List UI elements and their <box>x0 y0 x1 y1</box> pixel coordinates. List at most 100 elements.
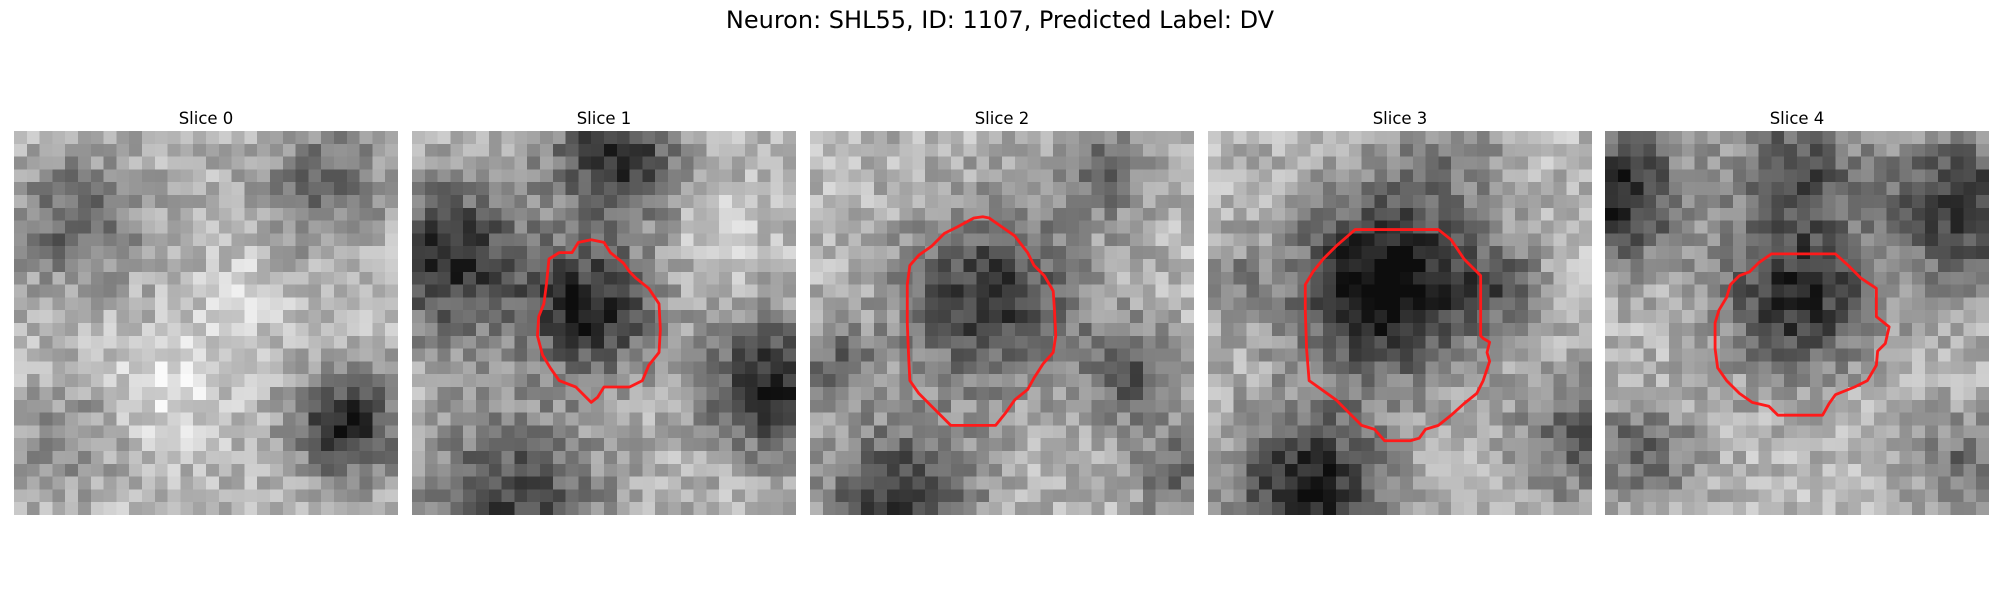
pixel-cell <box>1233 387 1247 401</box>
pixel-cell <box>578 374 592 388</box>
pixel-cell <box>655 476 669 490</box>
pixel-cell <box>488 451 502 465</box>
pixel-cell <box>1027 169 1041 183</box>
pixel-cell <box>1553 297 1567 311</box>
pixel-cell <box>1323 399 1337 413</box>
pixel-cell <box>501 463 515 477</box>
pixel-cell <box>732 182 746 196</box>
pixel-cell <box>282 233 296 247</box>
pixel-cell <box>1630 220 1644 234</box>
pixel-cell <box>1425 271 1439 285</box>
pixel-cell <box>1374 143 1388 157</box>
pixel-cell <box>1515 143 1529 157</box>
pixel-cell <box>1142 207 1156 221</box>
pixel-cell <box>552 476 566 490</box>
pixel-cell <box>1579 412 1592 426</box>
pixel-cell <box>1117 451 1131 465</box>
pixel-cell <box>231 182 245 196</box>
pixel-cell <box>52 207 66 221</box>
pixel-cell <box>1142 412 1156 426</box>
pixel-cell <box>757 195 771 209</box>
pixel-cell <box>1155 412 1169 426</box>
pixel-cell <box>1745 207 1759 221</box>
pixel-cell <box>1669 297 1683 311</box>
pixel-cell <box>886 156 900 170</box>
pixel-cell <box>1771 335 1785 349</box>
pixel-cell <box>346 169 360 183</box>
pixel-cell <box>295 259 309 273</box>
pixel-cell <box>167 271 181 285</box>
pixel-cell <box>1476 207 1490 221</box>
pixel-cell <box>655 182 669 196</box>
pixel-cell <box>1630 259 1644 273</box>
pixel-cell <box>1515 131 1529 145</box>
pixel-cell <box>861 335 875 349</box>
pixel-cell <box>1284 361 1298 375</box>
pixel-cell <box>167 143 181 157</box>
pixel-cell <box>744 425 758 439</box>
pixel-cell <box>1976 451 1989 465</box>
pixel-cell <box>334 156 348 170</box>
pixel-cell <box>1014 399 1028 413</box>
pixel-cell <box>1336 143 1350 157</box>
pixel-cell <box>1310 131 1324 145</box>
pixel-cell <box>565 399 579 413</box>
pixel-cell <box>1771 451 1785 465</box>
pixel-cell <box>1155 387 1169 401</box>
pixel-cell <box>1348 463 1362 477</box>
pixel-cell <box>1784 489 1798 503</box>
pixel-cell <box>1605 169 1619 183</box>
pixel-cell <box>719 297 733 311</box>
pixel-cell <box>412 502 426 515</box>
pixel-cell <box>180 489 194 503</box>
pixel-cell <box>1168 335 1182 349</box>
pixel-cell <box>1027 131 1041 145</box>
pixel-cell <box>334 271 348 285</box>
pixel-cell <box>488 169 502 183</box>
pixel-cell <box>1976 259 1989 273</box>
pixel-cell <box>1348 502 1362 515</box>
pixel-cell <box>732 335 746 349</box>
pixel-cell <box>925 220 939 234</box>
pixel-cell <box>1861 143 1875 157</box>
pixel-cell <box>744 489 758 503</box>
pixel-cell <box>1400 310 1414 324</box>
pixel-cell <box>1104 502 1118 515</box>
pixel-cell <box>1681 463 1695 477</box>
pixel-cell <box>206 271 220 285</box>
pixel-cell <box>899 399 913 413</box>
pixel-cell <box>270 348 284 362</box>
pixel-cell <box>822 182 836 196</box>
pixel-cell <box>1950 195 1964 209</box>
pixel-cell <box>1643 412 1657 426</box>
pixel-cell <box>1630 271 1644 285</box>
pixel-cell <box>1155 463 1169 477</box>
pixel-cell <box>1117 489 1131 503</box>
pixel-cell <box>180 438 194 452</box>
pixel-cell <box>1630 169 1644 183</box>
pixel-cell <box>372 489 386 503</box>
pixel-cell <box>1246 131 1260 145</box>
pixel-cell <box>822 374 836 388</box>
pixel-cell <box>1771 438 1785 452</box>
pixel-cell <box>1656 451 1670 465</box>
pixel-cell <box>1117 374 1131 388</box>
pixel-cell <box>1669 476 1683 490</box>
pixel-cell <box>270 182 284 196</box>
pixel-cell <box>604 348 618 362</box>
pixel-cell <box>116 233 130 247</box>
pixel-cell <box>1091 463 1105 477</box>
pixel-cell <box>1771 182 1785 196</box>
pixel-cell <box>950 374 964 388</box>
pixel-cell <box>1374 233 1388 247</box>
pixel-cell <box>1078 463 1092 477</box>
pixel-cell <box>1425 284 1439 298</box>
pixel-cell <box>744 220 758 234</box>
pixel-cell <box>1899 169 1913 183</box>
pixel-cell <box>655 425 669 439</box>
pixel-cell <box>154 207 168 221</box>
pixel-cell <box>1630 156 1644 170</box>
pixel-cell <box>1745 463 1759 477</box>
pixel-cell <box>1758 348 1772 362</box>
pixel-cell <box>1336 374 1350 388</box>
